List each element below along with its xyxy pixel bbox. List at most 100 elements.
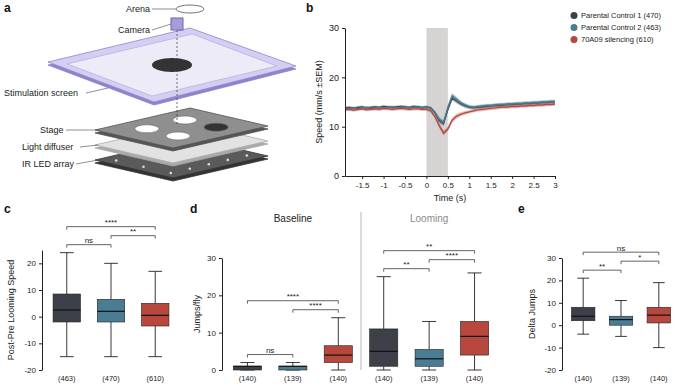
tick-mark	[559, 303, 562, 304]
sem-band	[345, 96, 555, 127]
tick: (470)	[102, 374, 120, 383]
median-line	[415, 358, 443, 359]
group-divider	[361, 212, 362, 370]
upper-whisker	[583, 278, 584, 307]
whisker-cap	[104, 356, 118, 357]
median-line	[370, 351, 398, 352]
whisker-cap	[577, 334, 589, 335]
tick-mark	[219, 333, 222, 334]
tick-label: 2.5	[529, 181, 541, 190]
whisker-cap	[148, 356, 162, 357]
tick: -1.5	[356, 176, 370, 190]
x-axis-title: Time (s)	[434, 193, 467, 203]
median-line	[609, 319, 632, 320]
tick-label: 20	[547, 276, 556, 285]
arena-well	[135, 125, 159, 133]
whisker-cap	[286, 362, 300, 363]
lower-whisker	[155, 326, 156, 357]
axis-line	[345, 29, 346, 177]
whisker-cap	[148, 271, 162, 272]
tick-label: 1	[468, 181, 473, 190]
legend-swatch	[571, 12, 578, 19]
axis: 0102030	[207, 254, 222, 375]
legend-label: Parental Control 1 (470)	[581, 11, 662, 20]
significance-label: ns	[85, 236, 93, 245]
tick: 30	[547, 254, 562, 263]
lower-whisker	[429, 366, 430, 370]
ir-led	[246, 154, 249, 157]
tick: (140)	[466, 374, 484, 383]
leader-line	[86, 88, 108, 93]
tick: 3	[553, 176, 558, 190]
category-label: (470)	[102, 374, 120, 383]
tick: 20	[329, 73, 345, 83]
tick-label: 30	[207, 254, 216, 263]
tick: (139)	[420, 374, 438, 383]
tick-label: 2	[510, 181, 515, 190]
leader-line	[152, 9, 176, 10]
significance-label: ****	[309, 301, 321, 310]
tick: 10	[547, 299, 562, 308]
tick: -0.5	[399, 176, 413, 190]
tick-mark	[219, 370, 222, 371]
tick-mark	[512, 176, 513, 179]
tick-mark	[559, 348, 562, 349]
arena-well	[173, 116, 197, 124]
ir-led	[227, 159, 230, 162]
box	[415, 349, 443, 366]
tick: 20	[547, 276, 562, 285]
y-axis-title: Speed (mm/s ±SEM)	[314, 60, 324, 143]
line-panel: -1.5-1-0.500.511.522.530102030Time (s)Sp…	[306, 1, 662, 203]
tick: 20	[207, 291, 222, 300]
tick-label: 10	[329, 122, 339, 132]
whisker-cap	[331, 370, 345, 371]
stimulation-screen	[48, 28, 296, 102]
axis: 0102030	[329, 23, 346, 181]
tick: 0	[334, 171, 345, 181]
tick-label: -1.5	[356, 181, 370, 190]
tick: 2.5	[529, 176, 541, 190]
axis-line	[222, 259, 223, 371]
category-label: (463)	[58, 374, 76, 383]
panel-label: b	[306, 1, 313, 15]
panel-label: a	[4, 1, 11, 15]
tick: -10	[544, 344, 562, 353]
legend: Parental Control 1 (470)Parental Control…	[571, 11, 662, 44]
box	[460, 321, 488, 355]
diagram-label: Arena	[126, 4, 150, 14]
upper-whisker	[429, 321, 430, 349]
whisker-cap	[104, 263, 118, 264]
tick: (140)	[239, 374, 257, 383]
whisker-cap	[377, 276, 391, 277]
y-axis-title: Delta Jumps	[527, 288, 537, 339]
box	[142, 303, 169, 326]
category-label: (140)	[466, 374, 484, 383]
lower-whisker	[658, 323, 659, 348]
tick-label: -10	[24, 339, 36, 348]
tick: -10	[24, 339, 42, 348]
tick: (139)	[284, 374, 302, 383]
tick: 0	[425, 176, 430, 190]
median-line	[97, 311, 124, 312]
category-label: (139)	[612, 374, 630, 383]
plot-area	[53, 253, 169, 357]
whisker-cap	[422, 321, 436, 322]
tick-mark	[362, 176, 363, 179]
tick: 10	[329, 122, 345, 132]
lower-whisker	[583, 321, 584, 334]
tick-label: 0	[552, 321, 557, 330]
tick-mark	[384, 176, 385, 179]
whisker-cap	[653, 347, 665, 348]
lower-whisker	[111, 322, 112, 357]
significance-label: **	[599, 262, 605, 271]
lower-whisker	[66, 322, 67, 357]
upper-whisker	[155, 271, 156, 303]
tick-label: 20	[207, 291, 216, 300]
diagram-label: Stage	[40, 125, 64, 135]
whisker-cap	[331, 317, 345, 318]
plot-area	[345, 28, 555, 176]
y-axis-title: Jumps/fly	[192, 294, 202, 333]
tick: 20	[27, 259, 42, 268]
tick-mark	[39, 317, 42, 318]
whisker-cap	[60, 356, 74, 357]
